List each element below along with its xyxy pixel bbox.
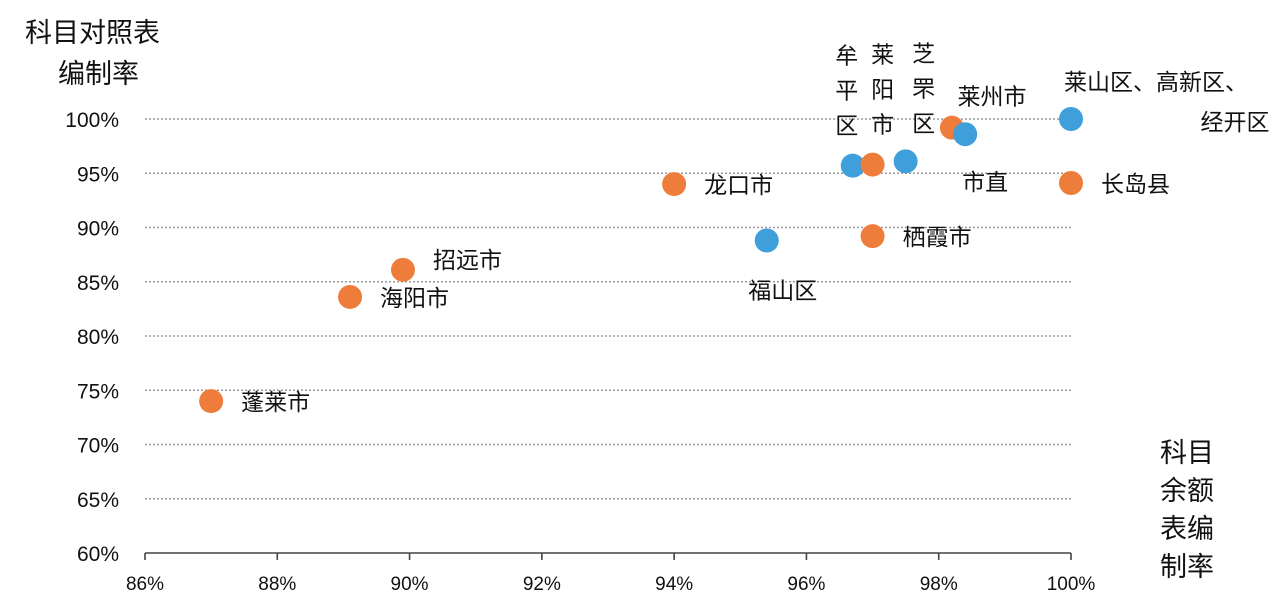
data-point	[860, 152, 885, 177]
x-axis-title-line: 制率	[1160, 552, 1214, 583]
gridlines	[145, 118, 1071, 500]
x-tick-label: 86%	[126, 574, 164, 595]
x-axis-title-line: 表编	[1160, 514, 1214, 545]
data-point	[390, 257, 415, 282]
y-tick-label: 95%	[77, 163, 119, 186]
point-label: 平	[835, 79, 858, 105]
data-point	[1059, 171, 1083, 196]
point-label: 市直	[962, 170, 1008, 196]
data-points	[199, 107, 1083, 414]
point-label: 市	[871, 113, 894, 139]
x-tick-label: 96%	[787, 574, 825, 595]
data-point	[338, 284, 363, 309]
x-axis-title-line: 科目	[1160, 438, 1214, 469]
data-point	[840, 153, 865, 178]
x-axis-ticks: 86% 88% 90% 92% 94% 96% 98% 100%	[126, 574, 1095, 595]
point-label: 栖霞市	[903, 225, 972, 251]
point-labels: 蓬莱市海阳市招远市龙口市福山区牟平区莱阳市栖霞市芝罘区莱州市市直莱山区、高新区、…	[241, 41, 1269, 416]
x-axis	[144, 552, 1072, 560]
x-tick-label: 88%	[258, 574, 296, 595]
x-tick-label: 94%	[655, 574, 693, 595]
point-label: 莱山区、高新区、	[1064, 70, 1248, 96]
point-label: 牟	[835, 44, 858, 70]
point-label: 区	[912, 111, 935, 137]
data-point	[754, 228, 779, 253]
point-label: 长岛县	[1101, 172, 1170, 198]
data-point	[199, 389, 224, 414]
y-tick-label: 85%	[77, 272, 119, 295]
x-tick-label: 98%	[920, 574, 958, 595]
point-label: 经开区	[1201, 110, 1270, 136]
x-tick-label: 90%	[391, 574, 429, 595]
data-point	[953, 122, 978, 147]
point-label: 芝	[912, 41, 935, 67]
point-label: 区	[835, 114, 858, 140]
y-axis-title-line: 编制率	[58, 59, 139, 90]
point-label: 龙口市	[704, 173, 773, 199]
point-label: 海阳市	[380, 286, 449, 312]
data-point	[662, 172, 687, 197]
point-label: 蓬莱市	[241, 390, 310, 416]
point-label: 莱	[871, 43, 894, 69]
data-point	[860, 224, 885, 249]
y-tick-label: 80%	[77, 326, 119, 349]
point-label: 福山区	[748, 279, 817, 305]
y-tick-label: 70%	[77, 435, 119, 458]
x-tick-label: 92%	[523, 574, 561, 595]
point-label: 招远市	[433, 248, 502, 274]
y-tick-label: 65%	[77, 489, 119, 512]
y-tick-label: 75%	[77, 380, 119, 403]
y-axis-ticks: 60% 65% 70% 75% 80% 85% 90% 95% 100%	[65, 109, 119, 566]
data-point	[893, 149, 918, 174]
x-axis-title-line: 余额	[1160, 476, 1214, 507]
y-tick-label: 90%	[77, 218, 119, 241]
y-tick-label: 60%	[77, 543, 119, 566]
x-tick-label: 100%	[1047, 574, 1096, 595]
data-point	[1059, 107, 1083, 131]
point-label: 罘	[912, 76, 935, 102]
point-label: 阳	[871, 78, 894, 104]
y-axis-title-line: 科目对照表	[25, 18, 160, 49]
y-tick-label: 100%	[65, 109, 119, 132]
point-label: 莱州市	[957, 85, 1026, 111]
